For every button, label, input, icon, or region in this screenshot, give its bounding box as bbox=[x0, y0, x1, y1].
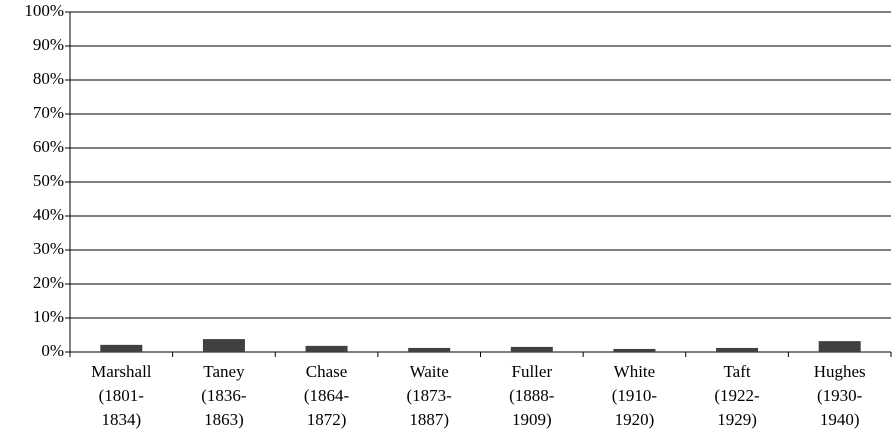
x-tick-label: Taney (1836-1863) bbox=[201, 362, 247, 429]
bar bbox=[613, 348, 656, 352]
bar bbox=[305, 345, 348, 352]
y-tick-label: 100% bbox=[24, 1, 64, 20]
x-tick-label: Waite (1873-1887) bbox=[406, 362, 452, 429]
y-tick-label: 0% bbox=[41, 341, 64, 360]
y-tick-label: 90% bbox=[33, 35, 64, 54]
x-tick-label: Chase (1864-1872) bbox=[303, 362, 350, 429]
x-tick-label: Hughes (1930-1940) bbox=[813, 362, 866, 429]
y-tick-label: 10% bbox=[33, 307, 64, 326]
x-tick-label: White (1910-1920) bbox=[611, 362, 658, 429]
x-tick-label: Fuller (1888-1909) bbox=[509, 362, 555, 429]
bar bbox=[408, 347, 451, 352]
y-tick-label: 60% bbox=[33, 137, 64, 156]
bar bbox=[818, 341, 861, 352]
y-tick-label: 50% bbox=[33, 171, 64, 190]
bar bbox=[202, 339, 245, 352]
x-tick-label: Marshall (1801-1834) bbox=[91, 362, 152, 429]
bar bbox=[510, 346, 553, 352]
bar bbox=[716, 347, 759, 352]
y-tick-label: 30% bbox=[33, 239, 64, 258]
y-tick-label: 80% bbox=[33, 69, 64, 88]
y-tick-label: 20% bbox=[33, 273, 64, 292]
y-tick-label: 40% bbox=[33, 205, 64, 224]
x-tick-label: Taft (1922-1929) bbox=[714, 362, 760, 429]
bar bbox=[100, 344, 143, 352]
y-tick-label: 70% bbox=[33, 103, 64, 122]
